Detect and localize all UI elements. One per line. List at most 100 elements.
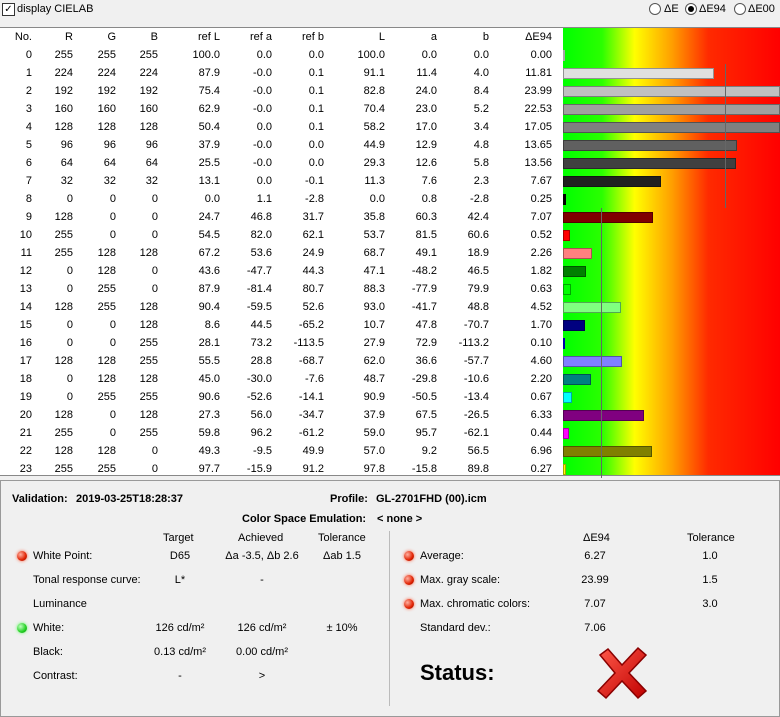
radio-delta-e[interactable] [649,3,661,15]
table-cell: 35.8 [363,211,385,223]
status-indicator-icon [404,551,414,561]
table-row[interactable]: 3 160 160 160 62.9 -0.0 0.1 70.4 23.0 5.2 22.53 [0,100,563,118]
table-cell: 60.6 [467,229,489,241]
table-cell: 5.2 [473,103,489,115]
summary-tolerance: ± 10% [326,622,358,634]
table-cell: 2 [25,85,32,97]
table-row[interactable]: 22 128 128 0 49.3 -9.5 49.9 57.0 9.2 56.5 6.96 [0,442,563,460]
table-cell: 0.0 [256,175,272,187]
table-cell: 82.0 [250,229,272,241]
table-cell: 24.0 [415,85,437,97]
table-row[interactable]: 15 0 0 128 8.6 44.5 -65.2 10.7 47.8 -70.7 1.70 [0,316,563,334]
summary-tolerance: 3.0 [702,598,718,610]
column-header[interactable]: G [107,31,116,43]
radio-delta-e00-label: ΔE00 [748,3,775,15]
profile-value: GL-2701FHD (00).icm [376,493,487,505]
emulation-label: Color Space Emulation: [242,513,367,525]
radio-delta-e94[interactable] [685,3,697,15]
table-cell: 1 [25,67,32,79]
table-cell: 62.9 [198,103,220,115]
table-cell: 2.3 [473,175,489,187]
radio-delta-e00[interactable] [734,3,746,15]
table-row[interactable]: 17 128 128 255 55.5 28.8 -68.7 62.0 36.6 -57.7 4.6… [0,352,563,370]
table-cell: -2.8 [470,193,489,205]
column-header[interactable]: ref L [197,31,220,43]
table-row[interactable]: 4 128 128 128 50.4 0.0 0.1 58.2 17.0 3.4 17.05 [0,118,563,136]
table-cell: 128 [54,409,73,421]
table-row[interactable]: 23 255 255 0 97.7 -15.9 91.2 97.8 -15.8 89.8 0.27 [0,460,563,478]
column-header[interactable]: ref a [249,31,272,43]
delta-e-bar [563,338,565,349]
table-cell: 29.3 [363,157,385,169]
left-header-tolerance: Tolerance [318,532,366,544]
table-row[interactable]: 20 128 0 128 27.3 56.0 -34.7 37.9 67.5 -26.5 6.33 [0,406,563,424]
table-cell: 128 [54,445,73,457]
table-cell: 3 [25,103,32,115]
table-cell: 160 [97,103,116,115]
column-header[interactable]: a [430,31,437,43]
table-row[interactable]: 16 0 0 255 28.1 73.2 -113.5 27.9 72.9 -113.2 0.10 [0,334,563,352]
table-cell: 128 [97,355,116,367]
table-cell: 255 [139,391,158,403]
column-header[interactable]: ΔE94 [525,31,552,43]
table-cell: 0 [109,319,116,331]
table-cell: 5 [25,139,32,151]
validation-label: Validation: [12,493,68,505]
table-row[interactable]: 1 224 224 224 87.9 -0.0 0.1 91.1 11.4 4.0 11.81 [0,64,563,82]
table-row[interactable]: 5 96 96 96 37.9 -0.0 0.0 44.9 12.9 4.8 13.65 [0,136,563,154]
gray-average-marker [725,64,727,208]
table-row[interactable]: 6 64 64 64 25.5 -0.0 0.0 29.3 12.6 5.8 13.56 [0,154,563,172]
column-header[interactable]: L [378,31,385,43]
table-cell: 0.0 [256,49,272,61]
delta-e-bar [563,374,592,385]
table-row[interactable]: 18 0 128 128 45.0 -30.0 -7.6 48.7 -29.8 -10.6 2.20 [0,370,563,388]
table-row[interactable]: 7 32 32 32 13.1 0.0 -0.1 11.3 7.6 2.3 7.67 [0,172,563,190]
radio-delta-e-label: ΔE [664,3,679,15]
table-cell: 0 [66,337,73,349]
summary-label: Luminance [33,598,87,610]
table-cell: 82.8 [363,85,385,97]
column-header[interactable]: ref b [301,31,324,43]
delta-e-bar [563,158,737,169]
column-header[interactable]: R [65,31,73,43]
table-row[interactable]: 21 255 0 255 59.8 96.2 -61.2 59.0 95.7 -62.1 0.44 [0,424,563,442]
table-row[interactable]: 0 255 255 255 100.0 0.0 0.0 100.0 0.0 0.0 0.00 [0,46,563,64]
table-row[interactable]: 10 255 0 0 54.5 82.0 62.1 53.7 81.5 60.6 0.52 [0,226,563,244]
table-cell: 128 [139,301,158,313]
table-row[interactable]: 9 128 0 0 24.7 46.8 31.7 35.8 60.3 42.4 7.07 [0,208,563,226]
column-header[interactable]: b [482,31,489,43]
table-cell: 96.2 [250,427,272,439]
table-row[interactable]: 2 192 192 192 75.4 -0.0 0.1 82.8 24.0 8.4 23.99 [0,82,563,100]
table-cell: -47.7 [246,265,272,277]
profile-label: Profile: [330,493,368,505]
column-header[interactable]: B [150,31,158,43]
table-cell: 31.7 [302,211,324,223]
table-row[interactable]: 19 0 255 255 90.6 -52.6 -14.1 90.9 -50.5 -13.4 0.6… [0,388,563,406]
table-cell: 12.6 [415,157,437,169]
table-cell: 8.6 [204,319,220,331]
table-row[interactable]: 14 128 255 128 90.4 -59.5 52.6 93.0 -41.7 48.8 4.5… [0,298,563,316]
table-cell: 88.3 [363,283,385,295]
display-cielab-label: display CIELAB [17,3,94,15]
table-cell: 13.56 [524,157,552,169]
table-row[interactable]: 11 255 128 128 67.2 53.6 24.9 68.7 49.1 18.9 2.26 [0,244,563,262]
table-cell: 0.0 [256,121,272,133]
table-cell: 14 [19,301,32,313]
table-cell: 56.0 [250,409,272,421]
table-cell: 89.8 [467,463,489,475]
table-row[interactable]: 13 0 255 0 87.9 -81.4 80.7 88.3 -77.9 79.9 0.63 [0,280,563,298]
table-cell: 79.9 [467,283,489,295]
table-cell: 90.4 [198,301,220,313]
table-cell: -30.0 [246,373,272,385]
table-cell: 27.3 [198,409,220,421]
display-cielab-checkbox[interactable]: ✓ [2,3,15,16]
column-header[interactable]: No. [14,31,32,43]
table-cell: 95.7 [415,427,437,439]
table-row[interactable]: 8 0 0 0 0.0 1.1 -2.8 0.0 0.8 -2.8 0.25 [0,190,563,208]
table-cell: 32 [60,175,73,187]
table-row[interactable]: 12 0 128 0 43.6 -47.7 44.3 47.1 -48.2 46.5 1.82 [0,262,563,280]
table-cell: 7.07 [530,211,552,223]
summary-value: 7.07 [584,598,606,610]
table-cell: 13.65 [524,139,552,151]
